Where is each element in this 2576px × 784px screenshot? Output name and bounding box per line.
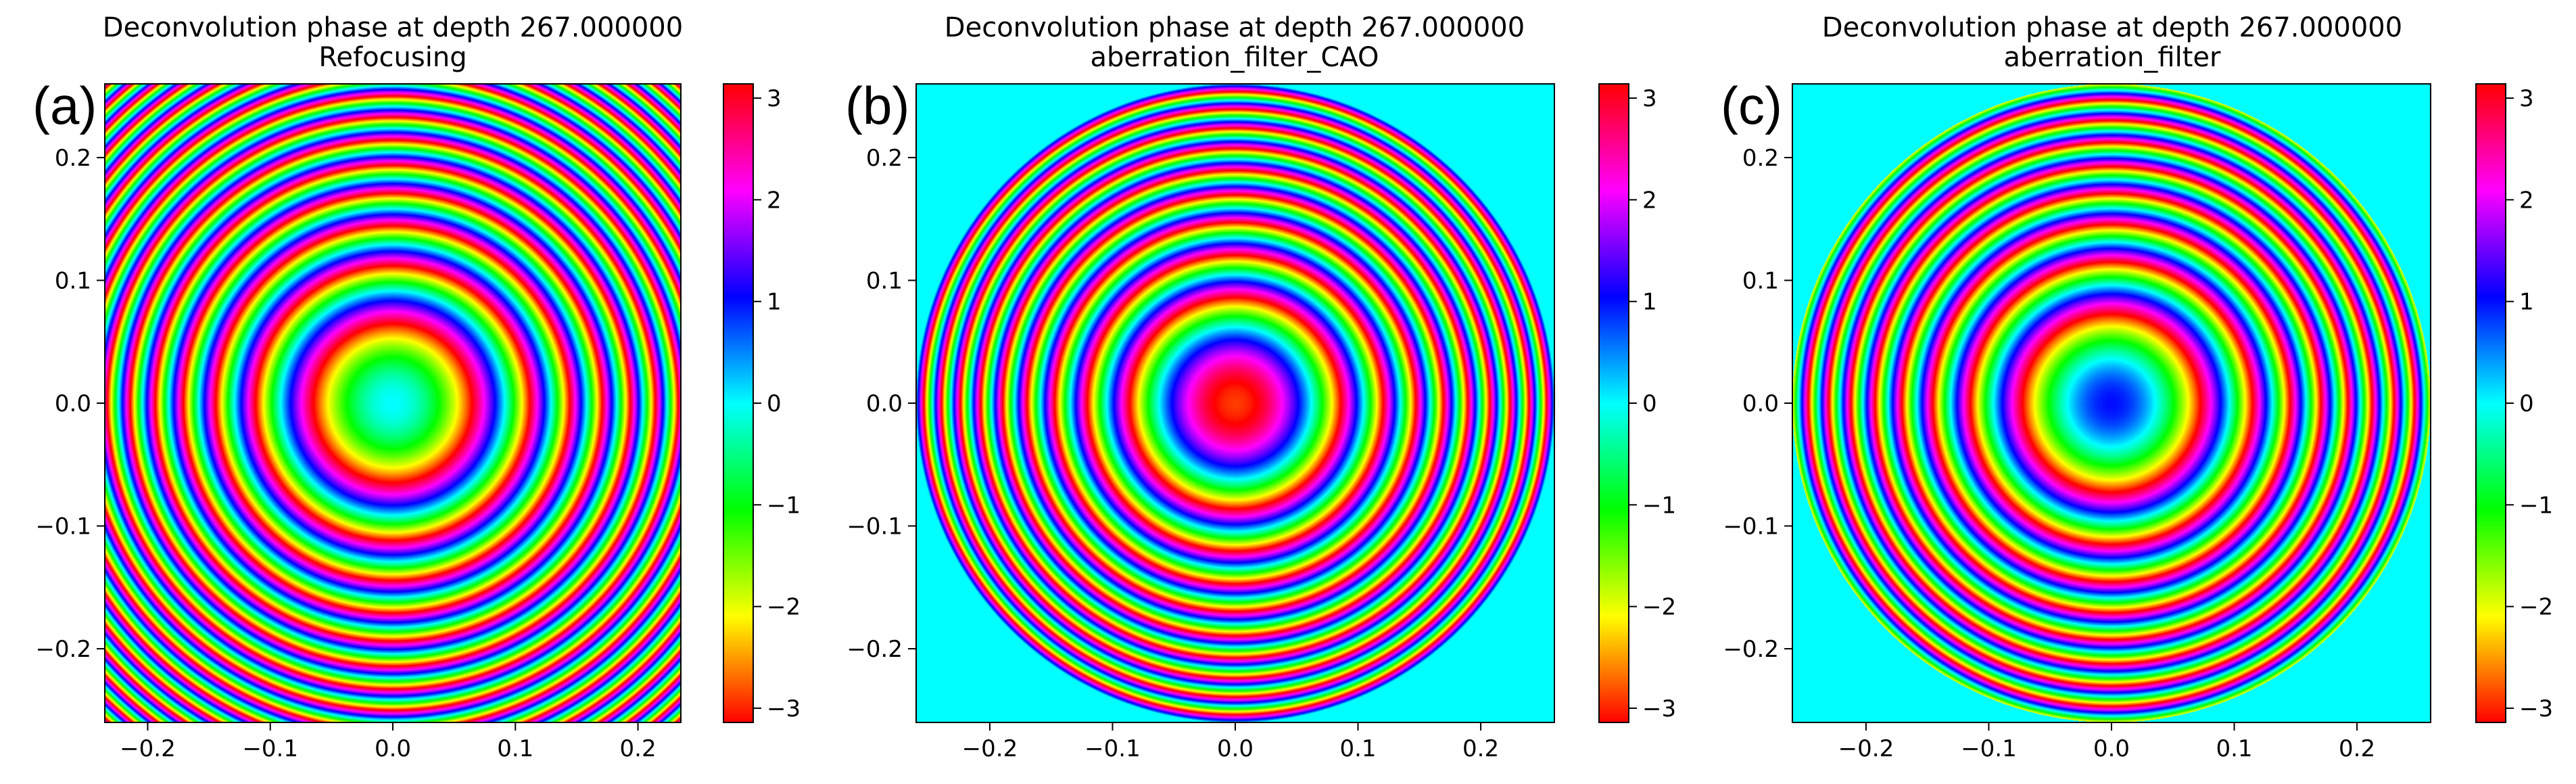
panel-b-y-tick-label: −0.2	[846, 636, 903, 663]
panel-b-y-tick-label: 0.0	[866, 390, 903, 417]
panel-c-colorbar-tick-label: 0	[2519, 390, 2534, 417]
panel-b: Deconvolution phase at depth 267.000000 …	[845, 12, 1676, 762]
panel-b-y-tick-label: 0.2	[866, 145, 903, 172]
panel-c-colorbar-tick-label: −3	[2519, 695, 2553, 722]
panel-a-x-tick-label: 0.1	[497, 735, 533, 762]
panel-a-x-tick-label: 0.2	[620, 735, 657, 762]
panel-c-x-tick-label: −0.1	[1961, 735, 2017, 762]
panel-b-colorbar-tick-label: 3	[1642, 85, 1657, 112]
panel-a-colorbar-tick-label: −1	[767, 492, 801, 519]
panel-a-colorbar-tick-label: 1	[767, 289, 782, 316]
panel-c: Deconvolution phase at depth 267.000000 …	[1721, 12, 2553, 762]
panel-b-x-tick-label: 0.1	[1339, 735, 1376, 762]
panel-b-colorbar-tick-label: 0	[1642, 390, 1657, 417]
panel-a-x-tick-label: 0.0	[375, 735, 411, 762]
panel-b-title-line1: Deconvolution phase at depth 267.000000	[945, 12, 1525, 43]
panel-b-y-tick-label: 0.1	[866, 267, 903, 294]
panel-b-x-tick-label: −0.2	[962, 735, 1018, 762]
panel-c-heatmap	[1792, 83, 2431, 723]
panel-c-y-tick-label: 0.2	[1742, 145, 1779, 172]
panel-b-colorbar-tick-label: 1	[1642, 289, 1657, 316]
panel-b-title-line2: aberration_filter_CAO	[1091, 42, 1379, 73]
panel-b-colorbar-tick-label: 2	[1642, 187, 1657, 214]
panel-c-y-axis: 0.2 0.1 0.0 −0.1 −0.2	[1723, 145, 1792, 663]
panel-a-y-tick-label: 0.2	[55, 145, 91, 172]
panel-b-label: (b)	[845, 76, 909, 135]
panel-a-colorbar-ticks: 3 2 1 0 −1 −2 −3	[753, 85, 801, 722]
panel-c-y-tick-label: −0.1	[1723, 513, 1779, 540]
panel-a-colorbar-tick-label: 3	[767, 85, 782, 112]
panel-c-x-tick-label: 0.0	[2093, 735, 2130, 762]
panel-a-colorbar-tick-label: 2	[767, 187, 782, 214]
panel-c-colorbar-tick-label: 3	[2519, 85, 2534, 112]
panel-a-colorbar-tick-label: −3	[767, 695, 801, 722]
panel-b-phase-image	[916, 84, 1554, 722]
panel-c-x-axis: −0.2 −0.1 0.0 0.1 0.2	[1838, 722, 2375, 762]
panel-a-phase-image	[105, 84, 681, 722]
panel-c-title-line1: Deconvolution phase at depth 267.000000	[1822, 12, 2402, 43]
panel-a-title-line2: Refocusing	[318, 42, 467, 73]
panel-c-colorbar-tick-label: −1	[2519, 492, 2553, 519]
panel-a-colorbar-gradient	[723, 83, 754, 723]
panel-a-colorbar-tick-label: −2	[767, 594, 801, 621]
panel-a-x-axis: −0.2 −0.1 0.0 0.1 0.2	[120, 722, 657, 762]
panel-c-label: (c)	[1721, 76, 1782, 135]
panel-c-colorbar-ticks: 3 2 1 0 −1 −2 −3	[2506, 85, 2553, 722]
panel-a-x-tick-label: −0.2	[120, 735, 176, 762]
panel-b-heatmap	[915, 83, 1555, 723]
panel-b-x-tick-label: 0.2	[1462, 735, 1499, 762]
panel-a-label: (a)	[32, 76, 97, 135]
panel-b-x-tick-label: −0.1	[1084, 735, 1141, 762]
panel-c-colorbar: 3 2 1 0 −1 −2 −3	[2475, 83, 2553, 723]
panel-a-colorbar-tick-label: 0	[767, 390, 782, 417]
panel-c-x-tick-label: −0.2	[1838, 735, 1894, 762]
panel-a: Deconvolution phase at depth 267.000000 …	[32, 12, 801, 762]
panel-c-colorbar-tick-label: 2	[2519, 187, 2534, 214]
panel-a-y-tick-label: −0.2	[35, 636, 91, 663]
panel-c-y-tick-label: 0.0	[1742, 390, 1779, 417]
panel-b-colorbar-tick-label: −1	[1642, 492, 1676, 519]
panel-b-colorbar-gradient	[1598, 83, 1629, 723]
panel-b-colorbar-tick-label: −2	[1642, 594, 1676, 621]
panel-a-x-tick-label: −0.1	[242, 735, 298, 762]
panel-c-colorbar-tick-label: 1	[2519, 289, 2534, 316]
panel-c-y-tick-label: 0.1	[1742, 267, 1779, 294]
panel-b-y-axis: 0.2 0.1 0.0 −0.1 −0.2	[846, 145, 916, 663]
panel-a-y-tick-label: 0.1	[55, 267, 91, 294]
panel-c-colorbar-gradient	[2475, 83, 2506, 723]
panel-b-x-axis: −0.2 −0.1 0.0 0.1 0.2	[962, 722, 1499, 762]
panel-b-y-tick-label: −0.1	[846, 513, 903, 540]
panel-c-colorbar-tick-label: −2	[2519, 594, 2553, 621]
panel-c-x-tick-label: 0.2	[2339, 735, 2375, 762]
panel-b-colorbar-tick-label: −3	[1642, 695, 1676, 722]
panel-c-x-tick-label: 0.1	[2216, 735, 2252, 762]
panel-a-y-tick-label: 0.0	[55, 390, 91, 417]
panel-a-colorbar: 3 2 1 0 −1 −2 −3	[723, 83, 801, 723]
panel-b-colorbar: 3 2 1 0 −1 −2 −3	[1598, 83, 1676, 723]
panel-a-y-tick-label: −0.1	[35, 513, 91, 540]
panel-c-title-line2: aberration_filter	[2004, 42, 2221, 73]
panel-b-colorbar-ticks: 3 2 1 0 −1 −2 −3	[1629, 85, 1676, 722]
panel-c-y-tick-label: −0.2	[1723, 636, 1779, 663]
panel-a-heatmap	[104, 83, 682, 723]
panel-a-title-line1: Deconvolution phase at depth 267.000000	[103, 12, 683, 43]
panel-a-y-axis: 0.2 0.1 0.0 −0.1 −0.2	[35, 145, 105, 663]
panel-c-phase-image	[1792, 84, 2431, 722]
panel-b-x-tick-label: 0.0	[1217, 735, 1254, 762]
